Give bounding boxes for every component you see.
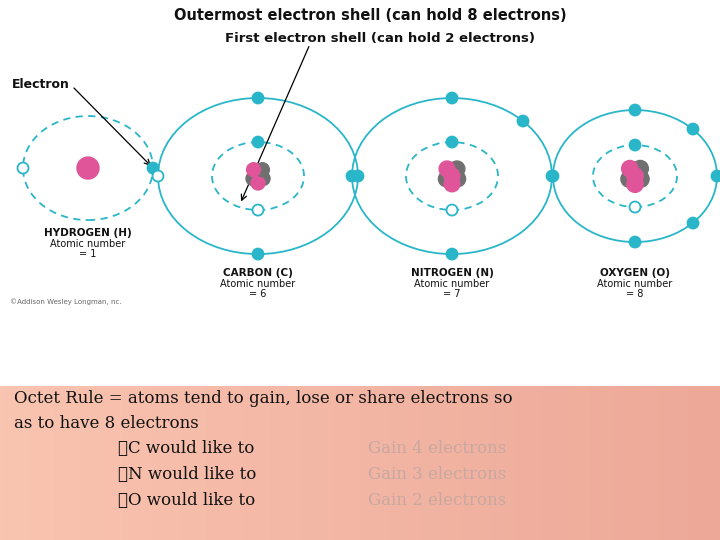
Circle shape [253,92,264,104]
Circle shape [711,171,720,181]
Circle shape [253,137,264,147]
Text: CARBON (C): CARBON (C) [223,268,293,278]
Text: Gain 4 electrons: Gain 4 electrons [368,440,506,457]
Text: = 1: = 1 [79,249,96,259]
Circle shape [444,168,460,184]
Circle shape [77,157,99,179]
Circle shape [632,160,649,177]
Circle shape [346,171,358,181]
Circle shape [446,92,457,104]
Circle shape [246,172,260,186]
Text: Outermost electron shell (can hold 8 electrons): Outermost electron shell (can hold 8 ele… [174,8,567,23]
Circle shape [256,172,270,186]
Circle shape [446,137,457,147]
Text: First electron shell (can hold 2 electrons): First electron shell (can hold 2 electro… [225,32,535,45]
Text: ✓N would like to: ✓N would like to [118,466,256,483]
Text: Gain 3 electrons: Gain 3 electrons [368,466,506,483]
Circle shape [253,205,264,215]
Text: Electron: Electron [12,78,70,91]
Circle shape [627,162,643,178]
Circle shape [627,168,643,184]
Circle shape [629,201,641,213]
Circle shape [629,237,641,247]
Circle shape [251,176,265,190]
Text: Gain 2 electrons: Gain 2 electrons [368,492,506,509]
Text: Atomic number: Atomic number [220,279,296,289]
Text: HYDROGEN (H): HYDROGEN (H) [44,228,132,238]
Text: = 7: = 7 [444,289,461,299]
Text: OXYGEN (O): OXYGEN (O) [600,268,670,278]
Circle shape [633,171,649,187]
Circle shape [547,171,559,181]
Circle shape [439,161,455,177]
Circle shape [353,171,364,181]
Circle shape [446,205,457,215]
Text: ✓O would like to: ✓O would like to [118,492,256,509]
Circle shape [253,248,264,260]
Circle shape [621,160,638,177]
Text: NITROGEN (N): NITROGEN (N) [410,268,493,278]
Circle shape [450,171,466,187]
Circle shape [251,164,265,178]
Circle shape [446,248,457,260]
Text: as to have 8 electrons: as to have 8 electrons [14,415,199,432]
Circle shape [629,105,641,116]
Circle shape [444,163,460,178]
Circle shape [148,163,158,173]
Circle shape [688,124,698,134]
Circle shape [444,176,460,192]
Text: ©Addison Wesley Longman, nc.: ©Addison Wesley Longman, nc. [10,298,122,305]
Circle shape [518,116,528,126]
Circle shape [247,163,261,177]
Text: Atomic number: Atomic number [415,279,490,289]
Text: = 8: = 8 [626,289,644,299]
Text: Atomic number: Atomic number [598,279,672,289]
Circle shape [629,139,641,151]
Circle shape [17,163,29,173]
Circle shape [688,218,698,228]
Circle shape [449,161,465,177]
Text: ✓C would like to: ✓C would like to [118,440,254,457]
Circle shape [627,176,643,192]
Circle shape [256,163,269,177]
Circle shape [546,171,557,181]
Circle shape [153,171,163,181]
Text: Octet Rule = atoms tend to gain, lose or share electrons so: Octet Rule = atoms tend to gain, lose or… [14,390,513,407]
Text: = 6: = 6 [249,289,266,299]
Circle shape [438,171,454,187]
Text: Atomic number: Atomic number [50,239,125,249]
Circle shape [621,171,637,187]
